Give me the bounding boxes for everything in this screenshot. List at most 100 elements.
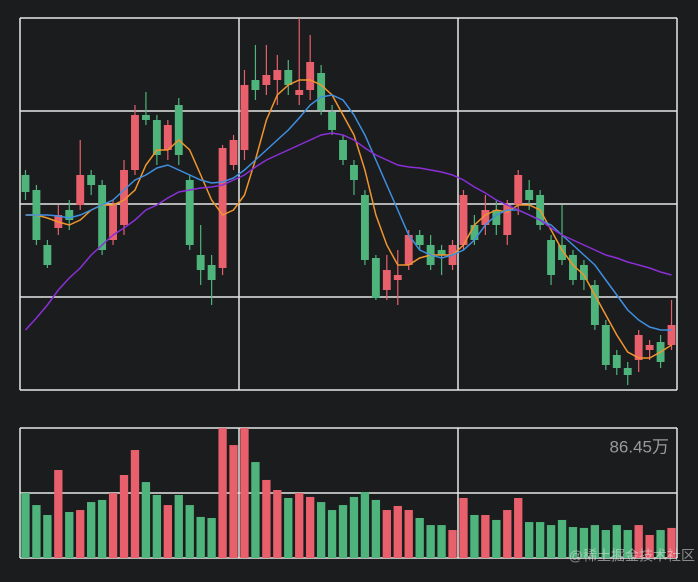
candle-body <box>514 175 523 205</box>
volume-bar <box>338 505 348 558</box>
volume-bar <box>108 493 118 558</box>
candle-body <box>590 285 599 325</box>
candle-body <box>612 355 621 368</box>
volume-bar <box>141 482 151 558</box>
volume-bar <box>119 474 129 558</box>
volume-bar <box>481 514 490 558</box>
candle-body <box>667 325 676 345</box>
volume-bar <box>448 530 457 558</box>
volume-bar <box>284 498 293 558</box>
volume-bar <box>525 522 534 558</box>
volume-bar <box>152 494 162 558</box>
candle-body <box>470 225 479 240</box>
candle-body <box>174 105 183 155</box>
volume-bar <box>87 502 96 558</box>
volume-bar <box>645 534 654 558</box>
volume-bar <box>251 462 260 558</box>
volume-bar <box>306 496 315 558</box>
candle-body <box>339 140 347 160</box>
volume-bar <box>612 525 621 558</box>
volume-bar <box>656 530 665 558</box>
volume-bar <box>470 514 479 558</box>
volume-bar <box>382 510 391 558</box>
candle-body <box>547 240 556 275</box>
candle-body <box>185 180 194 245</box>
candle-body <box>579 265 588 280</box>
candle-body <box>503 205 512 235</box>
candle-body <box>87 175 96 185</box>
candle-body <box>558 245 566 260</box>
candle-body <box>262 75 271 85</box>
volume-bar <box>76 510 85 558</box>
volume-bar <box>130 450 140 558</box>
candle-body <box>328 112 337 130</box>
volume-bar <box>546 525 556 558</box>
volume-bar <box>667 527 676 558</box>
volume-bar <box>295 493 304 558</box>
candle-body <box>218 148 227 268</box>
candle-body <box>492 210 501 225</box>
volume-bar <box>316 502 326 558</box>
candle-body <box>120 170 128 225</box>
candle-body <box>109 205 118 240</box>
candle-body <box>273 70 282 80</box>
volume-bar <box>185 505 194 558</box>
volume-bar <box>535 522 545 558</box>
volume-bar <box>360 491 370 558</box>
volume-bar <box>43 514 52 558</box>
candle-body <box>415 235 424 245</box>
volume-bar <box>262 479 271 558</box>
volume-bar <box>218 428 227 558</box>
volume-bar <box>492 519 501 558</box>
candle-body <box>207 265 216 280</box>
candle-body <box>371 258 380 298</box>
volume-bar <box>503 510 512 558</box>
candle-body <box>459 195 468 245</box>
volume-bar <box>349 496 359 558</box>
volume-bar <box>393 505 402 558</box>
volume-bar <box>437 525 446 558</box>
volume-bar <box>623 530 632 558</box>
candle-body <box>360 195 369 260</box>
volume-bar <box>634 525 643 558</box>
candle-body <box>163 125 172 150</box>
candle-body <box>634 335 643 360</box>
candle-body <box>65 210 74 220</box>
ma-line <box>24 132 672 331</box>
candle-body <box>131 115 139 170</box>
candle-body <box>393 275 402 280</box>
candle-body <box>645 345 654 350</box>
volume-bar <box>579 527 589 558</box>
volume-bar <box>371 499 381 558</box>
volume-bar <box>97 499 107 558</box>
candle-body <box>196 255 205 270</box>
volume-bar <box>601 530 610 558</box>
candle-body <box>295 90 304 95</box>
candle-body <box>306 62 315 90</box>
volume-bar <box>557 519 567 558</box>
volume-bar <box>327 510 337 558</box>
candle-body <box>437 250 446 255</box>
candle-body <box>350 165 358 180</box>
volume-bar <box>273 490 282 558</box>
volume-bar <box>32 505 41 558</box>
candle-body <box>382 270 391 290</box>
watermark: @稀土掘金技术社区 <box>569 548 695 564</box>
candle-body <box>240 85 249 150</box>
candle-body <box>525 190 534 200</box>
volume-bar <box>426 525 435 558</box>
candle-body <box>569 255 577 280</box>
volume-bar <box>404 510 413 558</box>
volume-bar <box>196 516 205 558</box>
candle-body <box>404 235 413 265</box>
candle-body <box>152 120 161 155</box>
volume-max-label: 86.45万 <box>609 437 669 456</box>
candle-body <box>21 175 30 192</box>
ma-line <box>25 79 672 359</box>
candle-body <box>76 175 85 205</box>
candle-body <box>251 80 260 90</box>
volume-bar <box>514 498 523 558</box>
volume-bar <box>590 525 600 558</box>
